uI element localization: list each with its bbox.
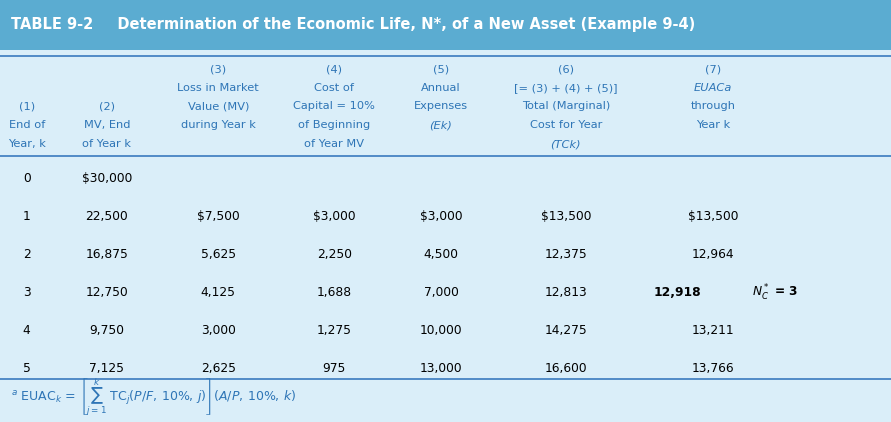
Text: 3,000: 3,000 <box>200 324 236 337</box>
Text: 2,625: 2,625 <box>200 362 236 376</box>
Text: 5: 5 <box>23 362 30 376</box>
Text: Expenses: Expenses <box>414 101 468 111</box>
Text: 4,500: 4,500 <box>423 248 459 261</box>
Text: Cost for Year: Cost for Year <box>529 120 602 130</box>
Text: 1: 1 <box>23 210 30 223</box>
Text: 2: 2 <box>23 248 30 261</box>
Text: Value (MV): Value (MV) <box>188 101 249 111</box>
Text: 10,000: 10,000 <box>420 324 462 337</box>
Text: 12,750: 12,750 <box>86 286 128 299</box>
Text: MV, End: MV, End <box>84 120 130 130</box>
Text: $3,000: $3,000 <box>420 210 462 223</box>
Text: 3: 3 <box>23 286 30 299</box>
Text: Cost of: Cost of <box>315 83 354 93</box>
Text: 13,766: 13,766 <box>691 362 734 376</box>
Text: $3,000: $3,000 <box>313 210 356 223</box>
Text: (TCk): (TCk) <box>551 139 581 149</box>
Text: (7): (7) <box>705 65 721 75</box>
Text: 2,250: 2,250 <box>316 248 352 261</box>
Text: 975: 975 <box>323 362 346 376</box>
Text: End of: End of <box>9 120 45 130</box>
Text: 1,688: 1,688 <box>316 286 352 299</box>
Text: 22,500: 22,500 <box>86 210 128 223</box>
Text: (Ek): (Ek) <box>429 120 453 130</box>
Text: 9,750: 9,750 <box>89 324 125 337</box>
Text: Year, k: Year, k <box>8 139 45 149</box>
Text: Loss in Market: Loss in Market <box>177 83 259 93</box>
Text: (4): (4) <box>326 65 342 75</box>
Text: EUACa: EUACa <box>693 83 732 93</box>
Text: $N_C^*$ = 3: $N_C^*$ = 3 <box>752 283 798 303</box>
Text: 0: 0 <box>23 172 30 185</box>
Text: 12,813: 12,813 <box>544 286 587 299</box>
FancyBboxPatch shape <box>0 0 891 50</box>
Text: of Year MV: of Year MV <box>304 139 364 149</box>
Text: 4: 4 <box>23 324 30 337</box>
Text: 14,275: 14,275 <box>544 324 587 337</box>
Text: 12,964: 12,964 <box>691 248 734 261</box>
Text: (1): (1) <box>19 101 35 111</box>
Text: 1,275: 1,275 <box>316 324 352 337</box>
Text: of Beginning: of Beginning <box>298 120 371 130</box>
Text: 13,000: 13,000 <box>420 362 462 376</box>
Text: 13,211: 13,211 <box>691 324 734 337</box>
Text: 12,918: 12,918 <box>653 286 701 299</box>
Text: $7,500: $7,500 <box>197 210 240 223</box>
Text: (3): (3) <box>210 65 226 75</box>
Text: $30,000: $30,000 <box>82 172 132 185</box>
Text: 7,125: 7,125 <box>89 362 125 376</box>
Text: [= (3) + (4) + (5)]: [= (3) + (4) + (5)] <box>514 83 617 93</box>
Text: Capital = 10%: Capital = 10% <box>293 101 375 111</box>
Text: (2): (2) <box>99 101 115 111</box>
Text: 4,125: 4,125 <box>200 286 236 299</box>
Text: $^a$ EUAC$_k$ = $\left[\sum_{j=1}^{k}\ \mathrm{TC}_j(P/F,\,10\%,\,j)\right](A/P,: $^a$ EUAC$_k$ = $\left[\sum_{j=1}^{k}\ \… <box>11 376 296 418</box>
Text: (5): (5) <box>433 65 449 75</box>
Text: $13,500: $13,500 <box>541 210 591 223</box>
Text: 12,375: 12,375 <box>544 248 587 261</box>
Text: TABLE 9-2: TABLE 9-2 <box>11 17 93 32</box>
Text: (6): (6) <box>558 65 574 75</box>
Text: during Year k: during Year k <box>181 120 256 130</box>
Text: Year k: Year k <box>696 120 730 130</box>
Text: of Year k: of Year k <box>83 139 131 149</box>
Text: 7,000: 7,000 <box>423 286 459 299</box>
Text: through: through <box>691 101 735 111</box>
Text: Total (Marginal): Total (Marginal) <box>521 101 610 111</box>
Text: 16,600: 16,600 <box>544 362 587 376</box>
Text: $13,500: $13,500 <box>688 210 738 223</box>
Text: Determination of the Economic Life, N*, of a New Asset (Example 9-4): Determination of the Economic Life, N*, … <box>102 17 696 32</box>
Text: 16,875: 16,875 <box>86 248 128 261</box>
Text: Annual: Annual <box>421 83 461 93</box>
Text: 5,625: 5,625 <box>200 248 236 261</box>
